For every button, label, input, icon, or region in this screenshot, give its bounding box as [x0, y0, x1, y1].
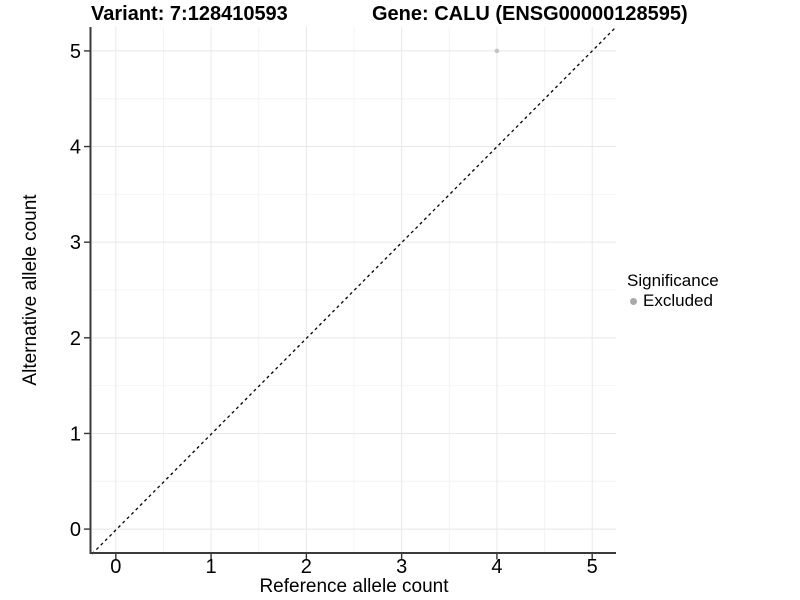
x-tick-label: 1: [206, 556, 217, 578]
y-tick-label: 0: [70, 519, 81, 541]
x-tick-label: 4: [491, 556, 502, 578]
grid-minor: [92, 27, 616, 553]
x-tick-labels: 0 1 2 3 4 5: [110, 556, 597, 578]
y-tick-label: 2: [70, 328, 81, 350]
y-tick-label: 1: [70, 423, 81, 445]
legend-item-excluded: Excluded: [627, 292, 719, 310]
x-axis-title: Reference allele count: [259, 576, 449, 597]
grid-major: [92, 27, 616, 553]
y-tick-label: 3: [70, 232, 81, 254]
excluded-marker-icon: [630, 297, 637, 305]
plot-title-variant: Variant: 7:128410593: [91, 3, 288, 25]
x-tick-label: 0: [110, 556, 121, 578]
data-point: [494, 48, 500, 54]
y-tick-label: 4: [70, 137, 81, 159]
tick-marks: [84, 50, 593, 560]
x-tick-label: 3: [396, 556, 407, 578]
x-tick-label: 5: [587, 556, 598, 578]
plot-title-gene: Gene: CALU (ENSG00000128595): [372, 3, 688, 25]
y-axis-title: Alternative allele count: [20, 194, 41, 386]
x-tick-label: 2: [301, 556, 312, 578]
y-tick-label: 5: [70, 41, 81, 63]
legend: Significance Excluded: [627, 272, 719, 310]
y-tick-labels: 0 1 2 3 4 5: [70, 41, 81, 541]
series-excluded: [494, 48, 500, 54]
legend-item-label: Excluded: [643, 291, 713, 310]
legend-title: Significance: [627, 271, 719, 290]
